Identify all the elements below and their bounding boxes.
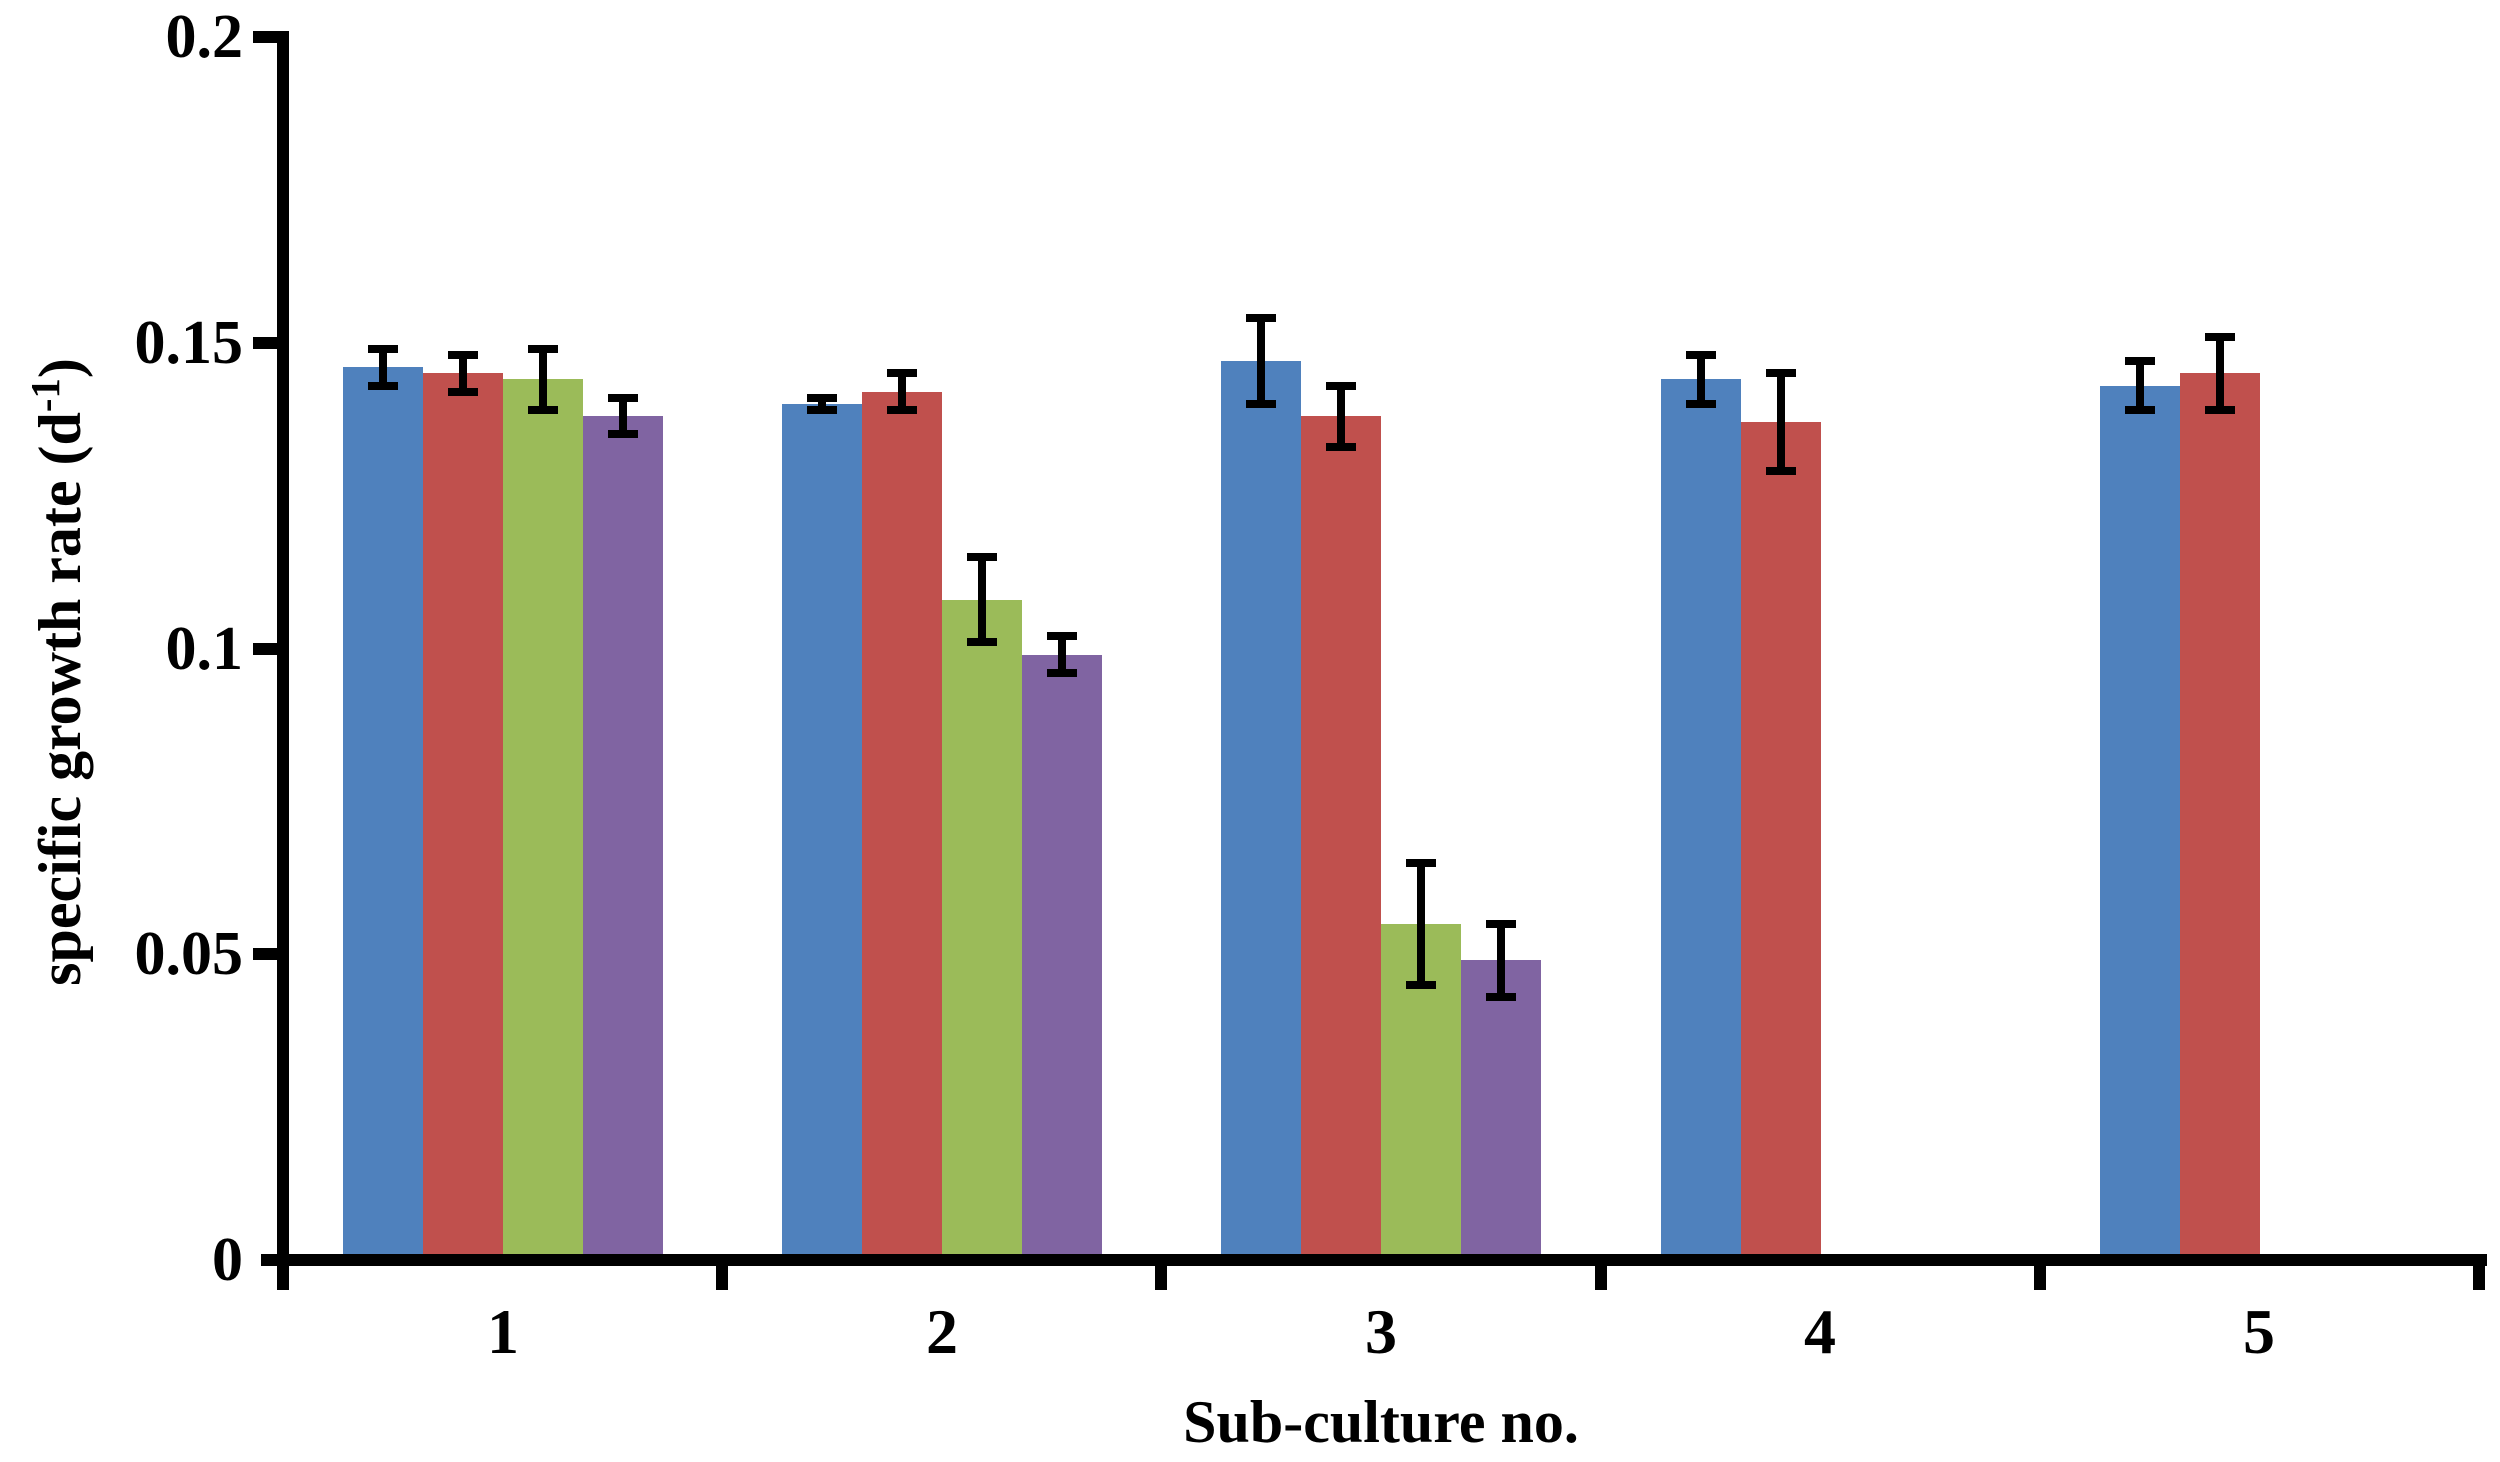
error-bar-cap-top-series-green-cat3 bbox=[1406, 859, 1436, 867]
error-bar-cap-bottom-series-purple-cat2 bbox=[1047, 669, 1077, 677]
error-bar-cap-top-series-purple-cat1 bbox=[608, 394, 638, 402]
error-bar-cap-bottom-series-blue-cat2 bbox=[807, 406, 837, 414]
x-tick-0 bbox=[277, 1266, 289, 1290]
y-tick-label-0.1: 0.1 bbox=[165, 615, 244, 683]
x-tick-4 bbox=[2034, 1266, 2046, 1290]
error-bar-line-series-blue-cat3 bbox=[1257, 318, 1265, 404]
y-axis-line bbox=[277, 31, 289, 1282]
error-bar-cap-top-series-blue-cat2 bbox=[807, 394, 837, 402]
bar-series-red-cat3 bbox=[1301, 416, 1381, 1260]
y-tick-label-0.15: 0.15 bbox=[134, 309, 244, 377]
bar-series-red-cat2 bbox=[862, 392, 942, 1260]
y-tick-0.2 bbox=[253, 31, 277, 43]
bar-series-purple-cat2 bbox=[1022, 655, 1102, 1260]
x-category-label-4: 4 bbox=[1804, 1296, 1836, 1367]
error-bar-cap-bottom-series-red-cat5 bbox=[2205, 406, 2235, 414]
bar-series-blue-cat3 bbox=[1221, 361, 1301, 1260]
error-bar-line-series-purple-cat2 bbox=[1058, 636, 1066, 673]
error-bar-cap-bottom-series-green-cat3 bbox=[1406, 981, 1436, 989]
error-bar-cap-bottom-series-blue-cat1 bbox=[368, 382, 398, 390]
error-bar-cap-top-series-blue-cat4 bbox=[1686, 351, 1716, 359]
error-bar-cap-bottom-series-blue-cat4 bbox=[1686, 400, 1716, 408]
error-bar-cap-bottom-series-blue-cat3 bbox=[1246, 400, 1276, 408]
y-tick-0.15 bbox=[253, 337, 277, 349]
y-tick-label-0.2: 0.2 bbox=[165, 3, 244, 71]
error-bar-cap-top-series-red-cat3 bbox=[1326, 382, 1356, 390]
error-bar-line-series-blue-cat1 bbox=[379, 349, 387, 386]
error-bar-line-series-green-cat2 bbox=[978, 557, 986, 642]
error-bar-cap-top-series-green-cat2 bbox=[967, 553, 997, 561]
error-bar-cap-bottom-series-red-cat2 bbox=[887, 406, 917, 414]
y-tick-0.1 bbox=[253, 643, 277, 655]
error-bar-cap-bottom-series-blue-cat5 bbox=[2125, 406, 2155, 414]
x-axis-title: Sub-culture no. bbox=[1183, 1389, 1579, 1455]
error-bar-cap-top-series-blue-cat3 bbox=[1246, 314, 1276, 322]
error-bar-cap-top-series-green-cat1 bbox=[528, 345, 558, 353]
error-bar-cap-top-series-blue-cat1 bbox=[368, 345, 398, 353]
x-tick-1 bbox=[716, 1266, 728, 1290]
error-bar-line-series-red-cat4 bbox=[1777, 373, 1785, 471]
y-axis-title-text: specific growth rate (d bbox=[27, 412, 93, 986]
error-bar-line-series-blue-cat5 bbox=[2136, 361, 2144, 410]
error-bar-cap-top-series-purple-cat2 bbox=[1047, 632, 1077, 640]
error-bar-cap-bottom-series-red-cat1 bbox=[448, 388, 478, 396]
error-bar-cap-bottom-series-green-cat2 bbox=[967, 638, 997, 646]
error-bar-cap-bottom-series-green-cat1 bbox=[528, 406, 558, 414]
bar-series-blue-cat4 bbox=[1661, 379, 1741, 1260]
x-tick-5 bbox=[2473, 1266, 2485, 1290]
error-bar-cap-top-series-blue-cat5 bbox=[2125, 357, 2155, 365]
error-bar-line-series-purple-cat3 bbox=[1497, 924, 1505, 997]
bar-series-purple-cat3 bbox=[1461, 960, 1541, 1260]
y-tick-label-0: 0 bbox=[212, 1226, 243, 1294]
bar-series-blue-cat2 bbox=[782, 404, 862, 1260]
bar-series-blue-cat5 bbox=[2100, 386, 2180, 1260]
bar-series-red-cat1 bbox=[423, 373, 503, 1260]
y-tick-label-0.05: 0.05 bbox=[134, 920, 244, 988]
bar-series-red-cat5 bbox=[2180, 373, 2260, 1260]
error-bar-line-series-red-cat5 bbox=[2216, 337, 2224, 410]
error-bar-cap-top-series-red-cat1 bbox=[448, 351, 478, 359]
error-bar-line-series-blue-cat4 bbox=[1697, 355, 1705, 404]
x-tick-3 bbox=[1595, 1266, 1607, 1290]
error-bar-line-series-green-cat3 bbox=[1417, 863, 1425, 985]
error-bar-cap-bottom-series-purple-cat3 bbox=[1486, 993, 1516, 1001]
error-bar-cap-top-series-red-cat4 bbox=[1766, 369, 1796, 377]
bar-series-purple-cat1 bbox=[583, 416, 663, 1260]
x-axis-line bbox=[261, 1254, 2487, 1266]
x-tick-2 bbox=[1155, 1266, 1167, 1290]
error-bar-cap-bottom-series-red-cat3 bbox=[1326, 443, 1356, 451]
bar-series-red-cat4 bbox=[1741, 422, 1821, 1260]
error-bar-cap-bottom-series-purple-cat1 bbox=[608, 430, 638, 438]
error-bar-cap-top-series-red-cat2 bbox=[887, 369, 917, 377]
error-bar-line-series-red-cat2 bbox=[898, 373, 906, 410]
bar-series-green-cat1 bbox=[503, 379, 583, 1260]
error-bar-line-series-green-cat1 bbox=[539, 349, 547, 410]
error-bar-cap-top-series-purple-cat3 bbox=[1486, 920, 1516, 928]
bar-series-green-cat2 bbox=[942, 600, 1022, 1260]
x-category-label-3: 3 bbox=[1365, 1296, 1397, 1367]
error-bar-line-series-blue-cat2 bbox=[818, 398, 826, 410]
error-bar-line-series-purple-cat1 bbox=[619, 398, 627, 434]
error-bar-cap-bottom-series-red-cat4 bbox=[1766, 467, 1796, 475]
x-category-label-5: 5 bbox=[2243, 1296, 2275, 1367]
y-axis-title-superscript: -1 bbox=[23, 378, 68, 413]
error-bar-line-series-red-cat3 bbox=[1337, 386, 1345, 447]
x-category-label-1: 1 bbox=[487, 1296, 519, 1367]
error-bar-cap-top-series-red-cat5 bbox=[2205, 333, 2235, 341]
error-bar-line-series-red-cat1 bbox=[459, 355, 467, 392]
x-category-label-2: 2 bbox=[926, 1296, 958, 1367]
y-tick-0.05 bbox=[253, 948, 277, 960]
bar-series-blue-cat1 bbox=[343, 367, 423, 1260]
